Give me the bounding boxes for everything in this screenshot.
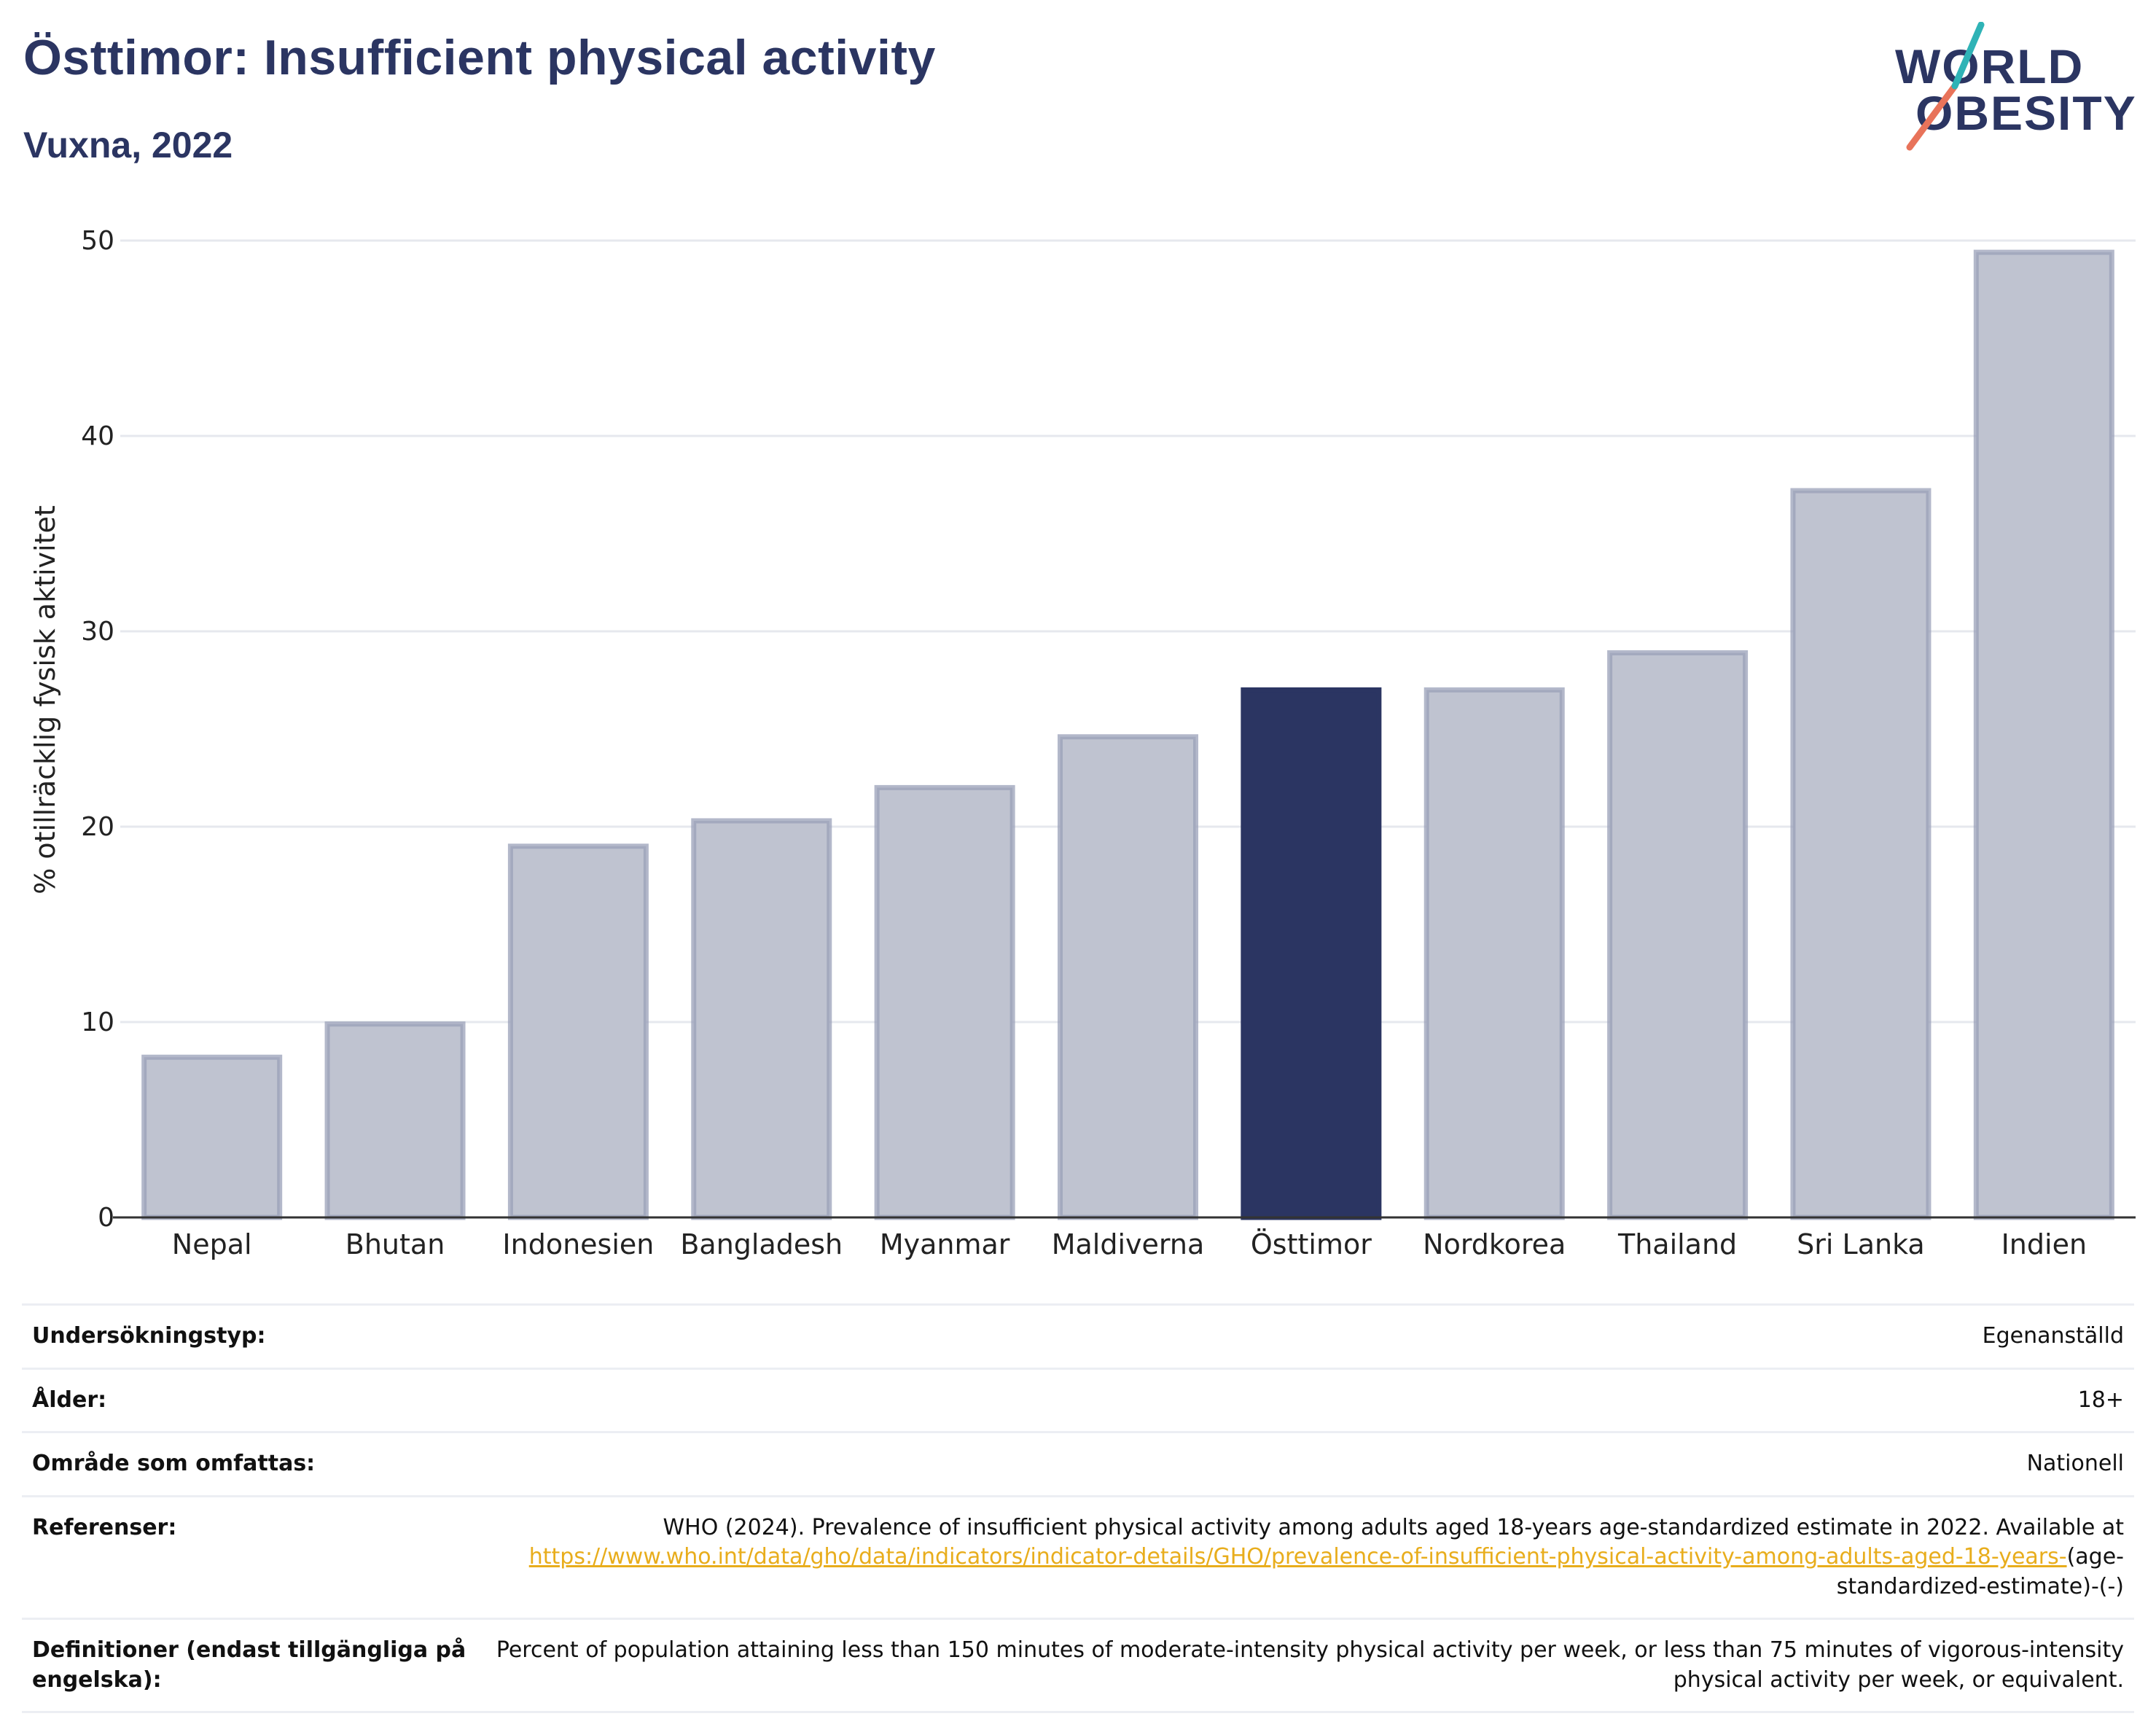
meta-value: 18+ [2077, 1387, 2124, 1413]
meta-label: Ålder: [32, 1387, 107, 1413]
world-obesity-logo: WORLD OBESITY [1895, 22, 2143, 153]
logo-line-2: OBESITY [1915, 86, 2137, 140]
bar [1423, 687, 1565, 1220]
meta-row-references: Referenser: WHO (2024). Prevalence of in… [22, 1496, 2134, 1619]
y-tick-label: 30 [81, 617, 114, 647]
logo-slash-icon [1906, 22, 1985, 151]
meta-row-definitions: Definitioner (endast tillgängliga på eng… [22, 1619, 2134, 1712]
metadata-table: Undersökningstyp: Egenanställd Ålder: 18… [22, 1303, 2134, 1713]
bar [1790, 488, 1932, 1220]
y-tick-label: 0 [98, 1203, 114, 1233]
meta-label: Definitioner (endast tillgängliga på eng… [32, 1637, 466, 1693]
x-tick-label: Nordkorea [1423, 1228, 1566, 1260]
logo-line-1: WORLD [1895, 39, 2085, 93]
page-title: Östtimor: Insufficient physical activity [23, 30, 936, 85]
x-tick-label: Bhutan [345, 1228, 445, 1260]
meta-value: Percent of population attaining less tha… [496, 1637, 2124, 1693]
bar [141, 1054, 283, 1220]
meta-value: Nationell [2026, 1451, 2124, 1476]
bar [1973, 249, 2114, 1220]
y-tick-label: 10 [81, 1007, 114, 1037]
y-tick-label: 20 [81, 812, 114, 842]
meta-label: Referenser: [32, 1514, 177, 1540]
x-tick-label: Indonesien [502, 1228, 654, 1260]
x-tick-label: Nepal [172, 1228, 252, 1260]
x-tick-label: Indien [2001, 1228, 2087, 1260]
x-tick-label: Sri Lanka [1797, 1228, 1925, 1260]
reference-citation: WHO (2024). Prevalence of insufficient p… [663, 1514, 2124, 1540]
x-tick-label: Bangladesh [680, 1228, 843, 1260]
meta-row-age: Ålder: 18+ [22, 1368, 2134, 1432]
bar [691, 818, 832, 1220]
reference-suffix: (age-standardized-estimate)-(-) [1836, 1544, 2124, 1599]
meta-label: Undersökningstyp: [32, 1323, 266, 1349]
x-tick-label: Myanmar [880, 1228, 1010, 1260]
bar [324, 1021, 466, 1220]
bar-highlight [1241, 687, 1382, 1220]
bar [507, 843, 649, 1220]
y-tick-label: 50 [81, 226, 114, 256]
meta-label: Område som omfattas: [32, 1451, 316, 1476]
reference-link[interactable]: https://www.who.int/data/gho/data/indica… [528, 1544, 2067, 1570]
bar [1607, 650, 1749, 1220]
meta-row-survey-type: Undersökningstyp: Egenanställd [22, 1304, 2134, 1368]
y-tick-label: 40 [81, 421, 114, 451]
bar [874, 784, 1015, 1220]
meta-row-coverage: Område som omfattas: Nationell [22, 1432, 2134, 1496]
page-subtitle: Vuxna, 2022 [23, 125, 233, 165]
x-tick-label: Maldiverna [1052, 1228, 1205, 1260]
x-tick-label: Thailand [1617, 1228, 1737, 1260]
bar [1057, 734, 1199, 1220]
reference-text: WHO (2024). Prevalence of insufficient p… [480, 1496, 2134, 1619]
bar-chart: 0 10 20 30 40 50 Nepal Bhutan Indonesien Banglade… [81, 226, 2136, 1260]
meta-value: Egenanställd [1982, 1323, 2124, 1349]
x-tick-label: Östtimor [1251, 1228, 1372, 1260]
